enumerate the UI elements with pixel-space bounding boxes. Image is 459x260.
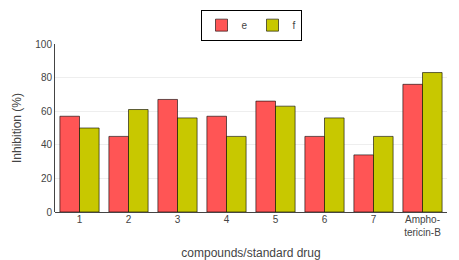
svg-text:Ampho-tericin-B: Ampho-tericin-B: [404, 214, 441, 238]
svg-text:compounds/standard drug: compounds/standard drug: [181, 246, 320, 260]
svg-text:1: 1: [77, 214, 83, 225]
svg-text:60: 60: [41, 106, 53, 117]
svg-text:3: 3: [175, 214, 181, 225]
svg-text:7: 7: [371, 214, 377, 225]
svg-text:0: 0: [46, 207, 52, 218]
svg-text:80: 80: [41, 72, 53, 83]
svg-text:e: e: [242, 20, 248, 31]
svg-text:2: 2: [126, 214, 132, 225]
svg-text:4: 4: [224, 214, 230, 225]
svg-text:6: 6: [322, 214, 328, 225]
svg-text:20: 20: [41, 173, 53, 184]
svg-text:40: 40: [41, 139, 53, 150]
svg-text:Inhibition (%): Inhibition (%): [10, 93, 24, 163]
svg-text:5: 5: [273, 214, 279, 225]
svg-text:f: f: [293, 20, 296, 31]
svg-text:100: 100: [35, 39, 52, 50]
